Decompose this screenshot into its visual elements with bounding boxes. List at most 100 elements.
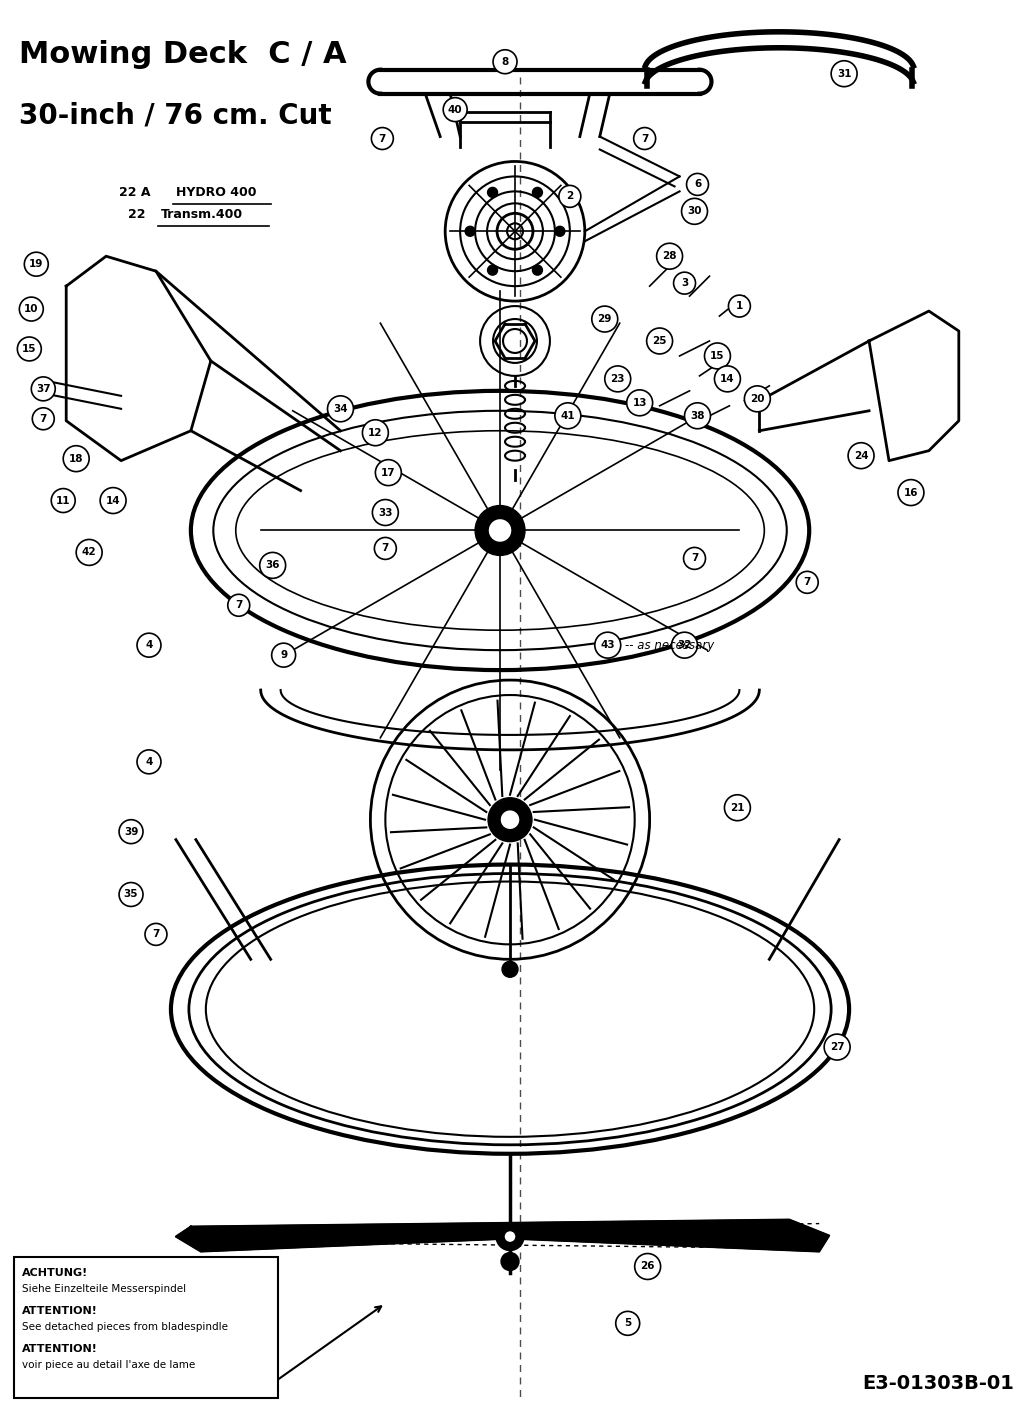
Circle shape: [714, 365, 740, 392]
Circle shape: [898, 480, 924, 505]
Circle shape: [681, 199, 708, 224]
Text: See detached pieces from bladespindle: See detached pieces from bladespindle: [23, 1322, 228, 1332]
Text: 14: 14: [105, 495, 121, 505]
Text: 41: 41: [560, 411, 575, 420]
Text: 35: 35: [124, 889, 138, 899]
Circle shape: [502, 1253, 519, 1270]
Circle shape: [635, 1253, 660, 1280]
Circle shape: [20, 298, 43, 322]
Text: 8: 8: [502, 56, 509, 66]
Circle shape: [376, 460, 401, 485]
Text: 42: 42: [82, 547, 96, 557]
Text: 29: 29: [598, 315, 612, 325]
Circle shape: [487, 188, 497, 198]
Circle shape: [32, 408, 55, 430]
Circle shape: [100, 488, 126, 514]
Circle shape: [119, 820, 143, 844]
Text: ATTENTION!: ATTENTION!: [23, 1345, 98, 1355]
Text: 33: 33: [378, 508, 392, 518]
Text: 7: 7: [235, 600, 243, 611]
Text: 27: 27: [830, 1043, 844, 1053]
Text: 21: 21: [731, 803, 745, 813]
Text: 10: 10: [24, 303, 38, 315]
Text: 6: 6: [694, 179, 701, 189]
Circle shape: [18, 337, 41, 361]
Text: 7: 7: [379, 134, 386, 144]
Circle shape: [559, 185, 581, 207]
Circle shape: [271, 643, 295, 667]
Text: 13: 13: [633, 398, 647, 408]
Circle shape: [647, 327, 673, 354]
Circle shape: [504, 1230, 516, 1243]
Circle shape: [146, 923, 167, 945]
Circle shape: [137, 634, 161, 658]
Text: 7: 7: [382, 543, 389, 553]
Circle shape: [672, 632, 698, 658]
Polygon shape: [175, 1219, 829, 1252]
Circle shape: [372, 127, 393, 150]
Circle shape: [674, 272, 696, 293]
Text: 7: 7: [804, 577, 811, 587]
Circle shape: [260, 553, 286, 579]
Circle shape: [362, 419, 388, 446]
Circle shape: [488, 797, 531, 841]
Text: 4: 4: [146, 756, 153, 766]
Circle shape: [684, 402, 710, 429]
Circle shape: [373, 499, 398, 525]
Text: 37: 37: [36, 384, 51, 394]
Circle shape: [605, 365, 631, 392]
Text: ACHTUNG!: ACHTUNG!: [23, 1268, 89, 1278]
Circle shape: [686, 174, 709, 195]
Text: 31: 31: [837, 69, 851, 79]
Text: 15: 15: [710, 351, 724, 361]
Text: 5: 5: [624, 1318, 632, 1328]
Circle shape: [496, 1222, 524, 1250]
Text: 12: 12: [368, 428, 383, 437]
Text: 28: 28: [663, 251, 677, 261]
Circle shape: [443, 97, 467, 121]
Text: 22: 22: [128, 209, 146, 222]
Circle shape: [488, 518, 512, 542]
Circle shape: [52, 488, 75, 512]
Text: 26: 26: [641, 1261, 655, 1271]
Text: Transm.400: Transm.400: [161, 209, 244, 222]
Circle shape: [683, 547, 706, 570]
Circle shape: [533, 188, 543, 198]
Text: HYDRO 400: HYDRO 400: [175, 186, 256, 199]
Text: 24: 24: [853, 450, 868, 460]
Text: 38: 38: [690, 411, 705, 420]
Text: 36: 36: [265, 560, 280, 570]
Circle shape: [502, 961, 518, 978]
Circle shape: [25, 253, 49, 277]
Circle shape: [533, 265, 543, 275]
Text: 3: 3: [681, 278, 688, 288]
Text: 1: 1: [736, 301, 743, 310]
Text: 32: 32: [677, 641, 691, 650]
Circle shape: [119, 882, 143, 906]
Text: E3-01303B-01: E3-01303B-01: [862, 1374, 1013, 1393]
Text: 23: 23: [611, 374, 625, 384]
Circle shape: [591, 306, 618, 332]
Text: 7: 7: [690, 553, 699, 563]
Text: 34: 34: [333, 404, 348, 413]
Circle shape: [487, 265, 497, 275]
Text: -- as necessary: -- as necessary: [624, 639, 714, 652]
Circle shape: [555, 226, 565, 236]
Text: 30: 30: [687, 206, 702, 216]
Circle shape: [31, 377, 56, 401]
Circle shape: [744, 385, 770, 412]
Text: 14: 14: [720, 374, 735, 384]
Circle shape: [555, 402, 581, 429]
Text: voir piece au detail l'axe de lame: voir piece au detail l'axe de lame: [23, 1360, 196, 1370]
Circle shape: [501, 810, 520, 830]
Circle shape: [848, 443, 874, 468]
Circle shape: [616, 1311, 640, 1335]
Text: 43: 43: [601, 641, 615, 650]
Text: 30-inch / 76 cm. Cut: 30-inch / 76 cm. Cut: [20, 102, 332, 130]
Text: 7: 7: [641, 134, 648, 144]
Circle shape: [705, 343, 731, 368]
Text: 40: 40: [448, 104, 462, 114]
Text: Mowing Deck  C / A: Mowing Deck C / A: [20, 40, 347, 69]
Circle shape: [825, 1034, 850, 1060]
Text: ATTENTION!: ATTENTION!: [23, 1307, 98, 1316]
